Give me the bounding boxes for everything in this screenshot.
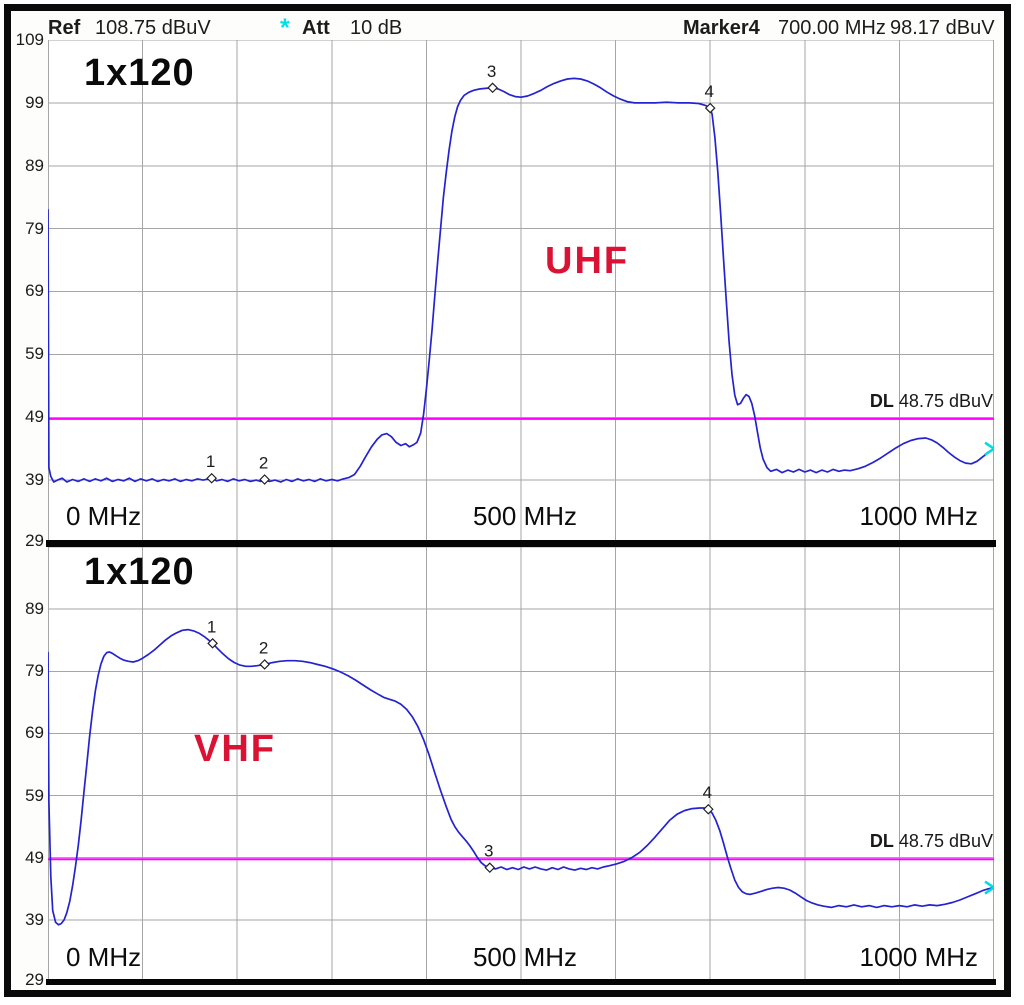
- marker-number: 3: [484, 842, 493, 861]
- y-tick: 89: [25, 599, 44, 618]
- marker-number: 1: [207, 617, 216, 636]
- y-tick: 79: [25, 219, 44, 238]
- x-label-500mhz: 500 MHz: [472, 942, 578, 972]
- y-tick: 49: [25, 407, 44, 426]
- y-tick: 29: [25, 531, 44, 550]
- dl-value: 48.75 dBuV: [898, 391, 993, 411]
- spectrum-trace: [48, 77, 994, 483]
- att-star-icon: *: [280, 14, 290, 42]
- panel-label-top: 1x120: [84, 52, 195, 94]
- marker-diamond-icon: [702, 803, 714, 815]
- dl-abbr: DL: [869, 831, 894, 851]
- bottom-border-bar: [46, 979, 996, 985]
- x-label-0mhz: 0 MHz: [66, 942, 142, 972]
- att-value: 10 dB: [350, 17, 403, 39]
- y-tick: 109: [15, 30, 44, 49]
- vhf-spectrum-plot: 1 2 3 4: [48, 547, 994, 982]
- marker-number: 4: [703, 783, 712, 802]
- marker-readout-freq: 700.00 MHz: [778, 17, 886, 39]
- dl-abbr: DL: [869, 391, 894, 411]
- marker-number: 3: [487, 62, 496, 81]
- uhf-spectrum-plot: 1 2 3 4: [48, 40, 994, 543]
- band-label-vhf: VHF: [194, 728, 276, 770]
- dl-value: 48.75 dBuV: [898, 831, 993, 851]
- dl-label-bottom: DL 48.75 dBuV: [833, 831, 993, 852]
- y-tick: 39: [25, 910, 44, 929]
- y-tick: 89: [25, 156, 44, 175]
- x-label-500mhz: 500 MHz: [472, 501, 578, 531]
- band-label-uhf: UHF: [545, 240, 630, 282]
- marker-diamond-icon: [259, 474, 270, 485]
- y-tick: 99: [25, 93, 44, 112]
- ref-value: 108.75 dBuV: [95, 17, 211, 39]
- y-tick: 49: [25, 848, 44, 867]
- y-tick: 29: [25, 970, 44, 989]
- marker-diamond-icon: [484, 862, 496, 874]
- x-label-1000mhz: 1000 MHz: [859, 942, 979, 972]
- marker-diamond-icon: [704, 102, 716, 114]
- marker-diamond-icon: [487, 82, 498, 94]
- trace-end-arrow-icon: [984, 441, 994, 456]
- dl-label-top: DL 48.75 dBuV: [833, 391, 993, 412]
- x-label-0mhz: 0 MHz: [66, 501, 142, 531]
- marker-diamond-icon: [259, 659, 270, 670]
- y-tick: 69: [25, 281, 44, 300]
- y-tick: 59: [25, 786, 44, 805]
- y-tick: 79: [25, 661, 44, 680]
- att-label: Att: [302, 17, 330, 39]
- marker-readout-label: Marker4: [683, 17, 760, 39]
- marker-number: 4: [704, 82, 713, 101]
- marker-diamond-icon: [207, 637, 218, 649]
- y-tick: 59: [25, 344, 44, 363]
- marker-readout-level: 98.17 dBuV: [890, 17, 995, 39]
- ref-label: Ref: [48, 17, 81, 39]
- marker-diamond-icon: [206, 472, 218, 484]
- y-tick: 69: [25, 723, 44, 742]
- panel-label-bottom: 1x120: [84, 551, 195, 593]
- marker-number: 2: [259, 638, 268, 657]
- y-tick: 39: [25, 470, 44, 489]
- marker-number: 2: [259, 453, 268, 472]
- x-label-1000mhz: 1000 MHz: [859, 501, 979, 531]
- spectrum-trace: [48, 628, 994, 926]
- trace-end-arrow-icon: [984, 880, 994, 895]
- marker-number: 1: [206, 452, 215, 471]
- panel-divider: [46, 540, 996, 547]
